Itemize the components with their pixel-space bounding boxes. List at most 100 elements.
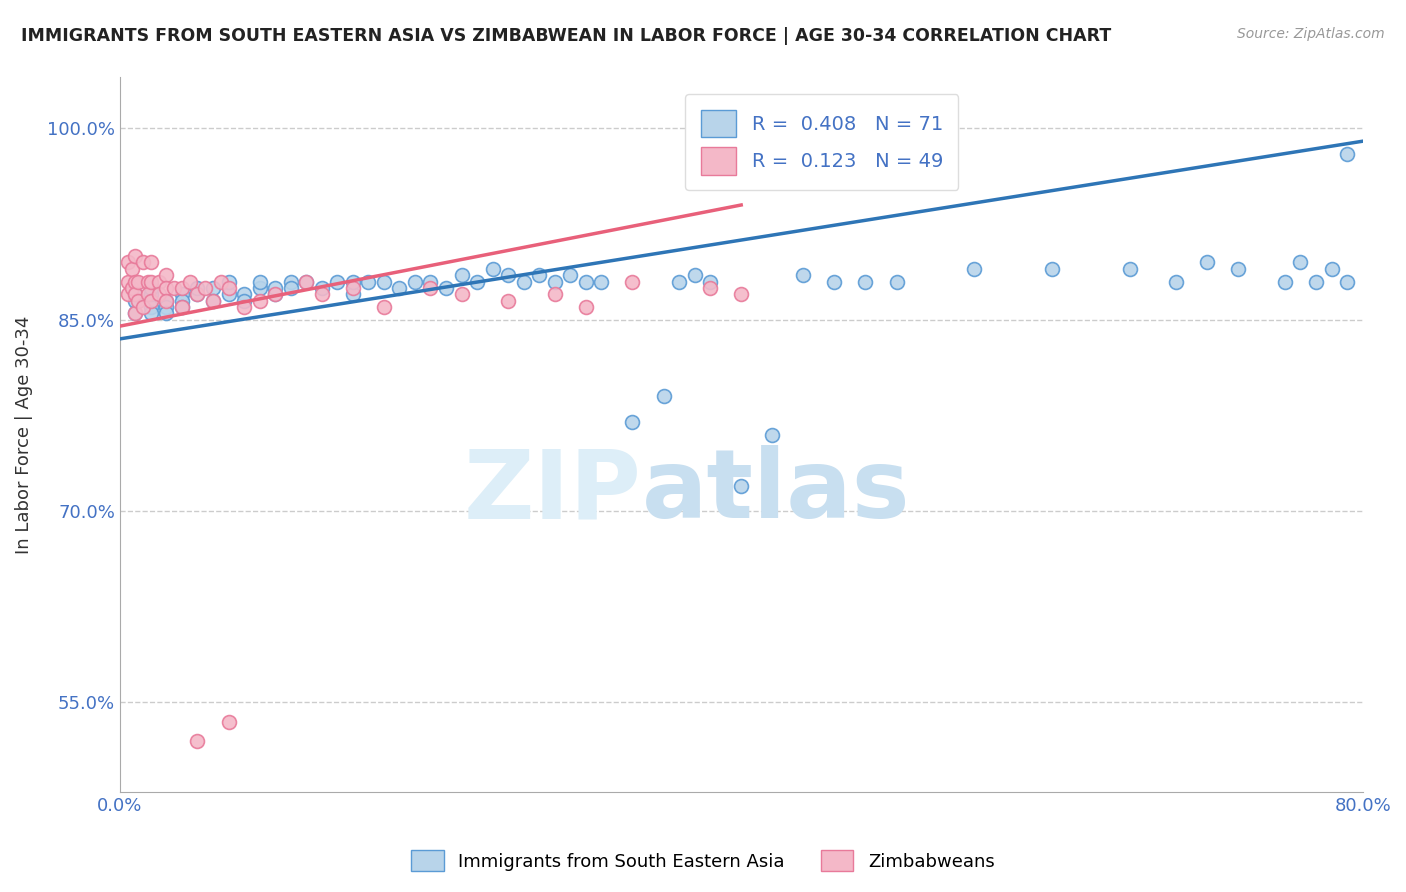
Point	[117, 255, 139, 269]
Point	[342, 275, 364, 289]
Point	[326, 275, 349, 289]
Point	[127, 275, 149, 289]
Point	[139, 275, 162, 289]
Point	[280, 281, 302, 295]
Point	[233, 300, 256, 314]
Point	[404, 275, 426, 289]
Point	[155, 293, 177, 308]
Point	[218, 287, 240, 301]
Point	[730, 478, 752, 492]
Point	[186, 287, 208, 301]
Point	[668, 275, 690, 289]
Point	[218, 714, 240, 729]
Point	[148, 275, 170, 289]
Point	[249, 293, 271, 308]
Point	[357, 275, 380, 289]
Point	[233, 287, 256, 301]
Point	[699, 281, 721, 295]
Point	[652, 389, 675, 403]
Point	[373, 275, 395, 289]
Point	[1118, 261, 1140, 276]
Point	[264, 281, 287, 295]
Point	[132, 300, 155, 314]
Point	[1320, 261, 1343, 276]
Point	[886, 275, 908, 289]
Point	[170, 300, 193, 314]
Point	[132, 255, 155, 269]
Point	[529, 268, 551, 282]
Point	[1274, 275, 1296, 289]
Point	[419, 275, 441, 289]
Point	[124, 249, 146, 263]
Point	[683, 268, 706, 282]
Point	[823, 275, 845, 289]
Point	[170, 287, 193, 301]
Point	[342, 287, 364, 301]
Point	[450, 268, 472, 282]
Point	[264, 287, 287, 301]
Point	[544, 275, 567, 289]
Point	[465, 275, 488, 289]
Point	[124, 287, 146, 301]
Point	[170, 300, 193, 314]
Point	[450, 287, 472, 301]
Text: ZIP: ZIP	[464, 445, 641, 538]
Point	[1197, 255, 1219, 269]
Point	[575, 275, 598, 289]
Point	[201, 293, 224, 308]
Point	[155, 281, 177, 295]
Point	[124, 306, 146, 320]
Point	[121, 281, 143, 295]
Point	[155, 268, 177, 282]
Point	[419, 281, 441, 295]
Point	[1166, 275, 1188, 289]
Point	[249, 275, 271, 289]
Point	[170, 293, 193, 308]
Text: atlas: atlas	[641, 445, 910, 538]
Y-axis label: In Labor Force | Age 30-34: In Labor Force | Age 30-34	[15, 316, 32, 554]
Point	[264, 287, 287, 301]
Point	[218, 275, 240, 289]
Point	[560, 268, 582, 282]
Point	[434, 281, 457, 295]
Point	[311, 287, 333, 301]
Point	[139, 287, 162, 301]
Point	[186, 287, 208, 301]
Text: Source: ZipAtlas.com: Source: ZipAtlas.com	[1237, 27, 1385, 41]
Point	[373, 300, 395, 314]
Point	[117, 275, 139, 289]
Point	[233, 293, 256, 308]
Point	[155, 306, 177, 320]
Point	[621, 275, 644, 289]
Point	[163, 281, 186, 295]
Point	[496, 268, 519, 282]
Point	[1040, 261, 1063, 276]
Point	[621, 415, 644, 429]
Point	[295, 275, 318, 289]
Point	[139, 306, 162, 320]
Point	[179, 275, 201, 289]
Point	[591, 275, 613, 289]
Point	[761, 427, 783, 442]
Point	[170, 281, 193, 295]
Point	[124, 287, 146, 301]
Point	[186, 733, 208, 747]
Point	[963, 261, 986, 276]
Point	[139, 293, 162, 308]
Point	[124, 306, 146, 320]
Point	[209, 275, 232, 289]
Point	[792, 268, 814, 282]
Point	[575, 300, 598, 314]
Point	[699, 275, 721, 289]
Point	[481, 261, 503, 276]
Point	[117, 287, 139, 301]
Point	[496, 293, 519, 308]
Point	[311, 281, 333, 295]
Point	[148, 287, 170, 301]
Point	[121, 261, 143, 276]
Point	[194, 281, 217, 295]
Point	[139, 300, 162, 314]
Point	[136, 287, 159, 301]
Point	[127, 293, 149, 308]
Point	[124, 275, 146, 289]
